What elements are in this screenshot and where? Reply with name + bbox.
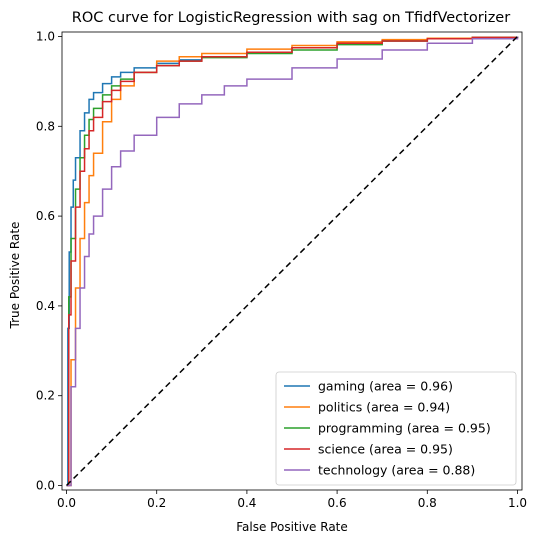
y-tick-label: 0.6 xyxy=(36,209,55,223)
y-axis: 0.0 0.2 0.4 0.6 0.8 1.0 xyxy=(36,29,62,493)
x-tick-label: 0.8 xyxy=(418,496,437,510)
legend-entry: gaming (area = 0.96) xyxy=(318,379,453,394)
x-tick-label: 0.4 xyxy=(237,496,256,510)
x-axis-label: False Positive Rate xyxy=(236,520,348,534)
series-line-5 xyxy=(66,36,519,487)
legend-box xyxy=(275,371,517,486)
x-tick-label: 0.6 xyxy=(328,496,347,510)
legend-entry: politics (area = 0.94) xyxy=(318,400,450,415)
chance-diagonal-line xyxy=(65,35,519,487)
y-tick-label: 1.0 xyxy=(36,29,55,43)
x-tick-label: 1.0 xyxy=(508,496,527,510)
plot-frame xyxy=(61,31,523,491)
plot-area xyxy=(61,31,523,491)
y-tick-label: 0.8 xyxy=(36,119,55,133)
x-tick-label: 0.2 xyxy=(147,496,166,510)
series-line-4 xyxy=(66,36,519,487)
x-tick-label: 0.0 xyxy=(57,496,76,510)
chart-title: ROC curve for LogisticRegression with sa… xyxy=(72,10,510,26)
legend-entry: science (area = 0.95) xyxy=(318,442,453,457)
y-tick-label: 0.0 xyxy=(36,479,55,493)
legend: gaming (area = 0.96) politics (area = 0.9… xyxy=(275,371,517,486)
legend-entry: programming (area = 0.95) xyxy=(318,421,491,436)
x-axis: 0.0 0.2 0.4 0.6 0.8 1.0 xyxy=(57,490,527,510)
y-axis-label: True Positive Rate xyxy=(8,222,22,330)
legend-entry: technology (area = 0.88) xyxy=(318,463,475,478)
y-tick-label: 0.2 xyxy=(36,389,55,403)
y-tick-label: 0.4 xyxy=(36,299,55,313)
